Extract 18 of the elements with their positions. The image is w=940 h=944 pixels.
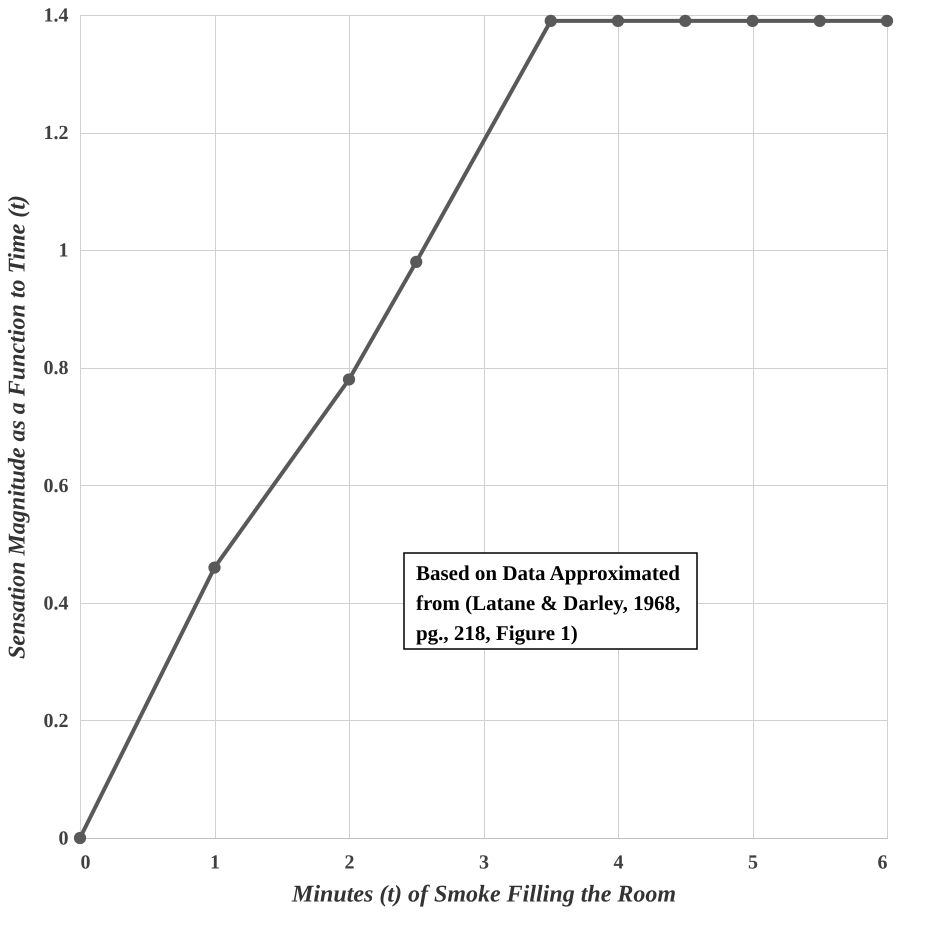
- x-tick-label: 3: [479, 852, 489, 874]
- x-tick-label: 1: [210, 852, 220, 874]
- y-tick-label: 0.8: [44, 357, 68, 380]
- y-tick-label: 0: [58, 828, 68, 850]
- annotation: Based on Data Approximated from (Latane & Darley, 1968, pg., 218, Figure 1): [416, 561, 680, 645]
- x-tick-label: 5: [748, 852, 758, 874]
- y-tick-label: 1: [58, 240, 68, 262]
- x-tick-label: 2: [344, 852, 354, 874]
- y-tick-label: 0.4: [44, 592, 68, 614]
- y-tick-label: 0.2: [44, 710, 68, 732]
- y-tick-label: 1.4: [44, 4, 68, 26]
- x-axis-title: Minutes (t) of Smoke Filling the Room: [290, 882, 676, 908]
- x-tick-label: 4: [614, 852, 624, 874]
- x-tick-label: 0: [80, 852, 90, 874]
- y-tick-label: 0.6: [44, 474, 68, 497]
- x-tick-label: 6: [878, 852, 888, 874]
- y-tick-label: 1.2: [44, 122, 68, 144]
- y-axis-title: Sensation Magnitude as a Function to Time (t): [4, 195, 30, 659]
